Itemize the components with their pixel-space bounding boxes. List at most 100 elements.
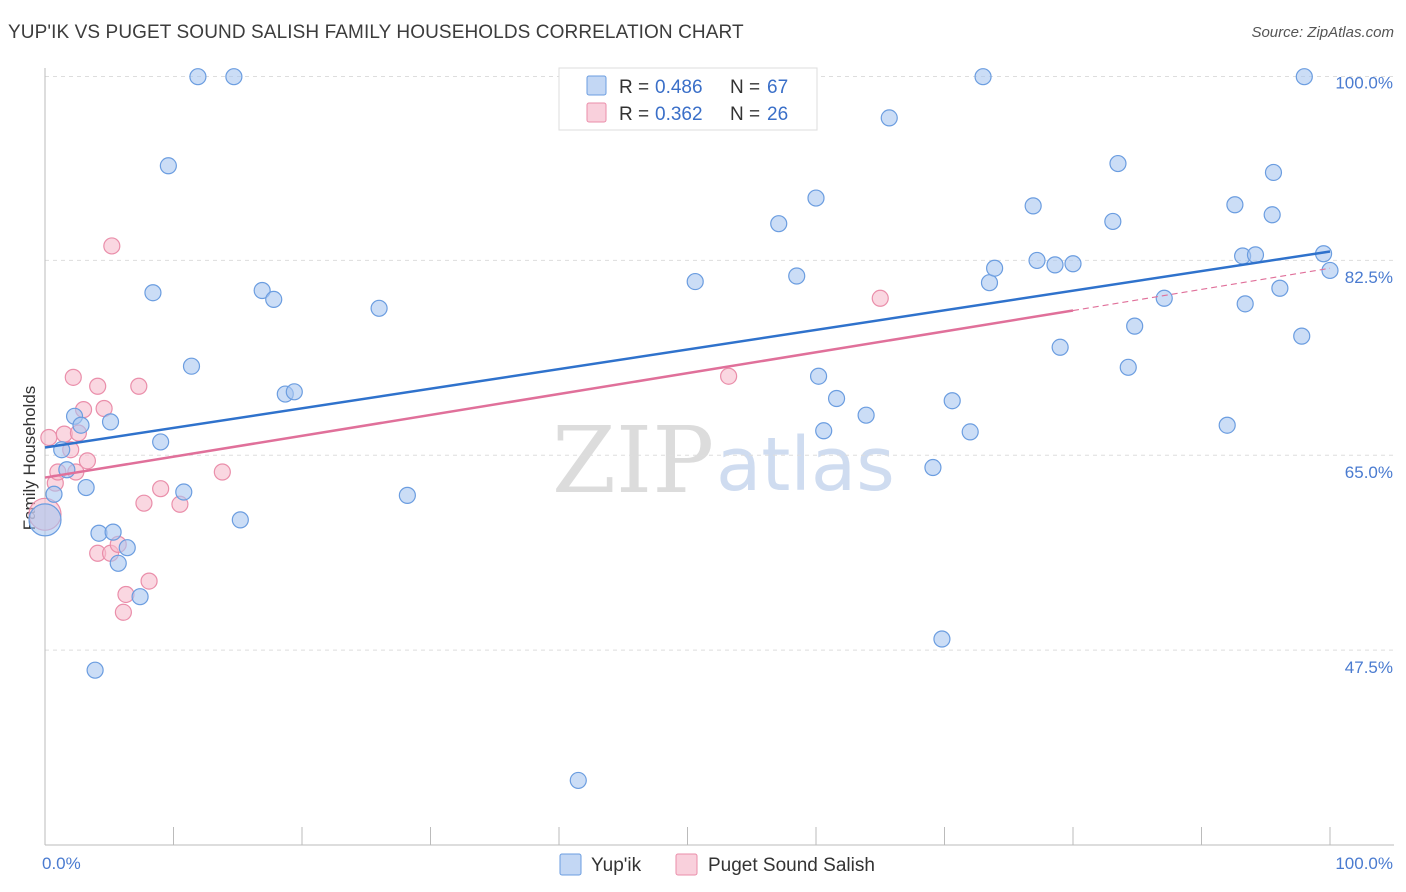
puget-point-18 (117, 585, 135, 604)
watermark-atlas: atlas (716, 422, 895, 508)
yupik-point-5 (72, 416, 90, 434)
yupik-point-66 (1321, 261, 1339, 280)
puget-point-11 (89, 377, 107, 395)
legend-r-value-puget: 0.362 (655, 104, 703, 125)
yupik-point-56 (1226, 196, 1244, 214)
yupik-point-7 (86, 661, 104, 679)
yupik-point-41 (961, 423, 979, 441)
yupik-point-19 (189, 68, 207, 86)
yupik-point-0 (28, 503, 62, 537)
yupik-point-35 (827, 389, 846, 408)
yupik-point-44 (986, 259, 1004, 277)
puget-point-10 (78, 452, 97, 470)
yupik-point-23 (265, 290, 283, 308)
y-tick-label-2: 65.0% (1345, 463, 1393, 482)
yupik-point-16 (159, 157, 177, 175)
yupik-point-32 (807, 189, 825, 207)
legend-n-label-puget: N = (730, 104, 760, 125)
yupik-point-48 (1051, 338, 1069, 356)
yupik-point-62 (1271, 279, 1289, 297)
yupik-point-47 (1046, 256, 1064, 274)
yupik-point-21 (231, 511, 249, 529)
yupik-point-20 (225, 68, 243, 86)
yupik-point-8 (90, 524, 108, 542)
bottom-legend-label-puget-sound-salish: Puget Sound Salish (708, 855, 875, 876)
yupik-point-10 (104, 523, 122, 541)
legend-n-value-puget: 26 (767, 104, 788, 125)
yupik-point-38 (924, 458, 942, 477)
chart-title: YUP'IK VS PUGET SOUND SALISH FAMILY HOUS… (8, 22, 744, 43)
x-tick-label-1: 100.0% (1335, 854, 1393, 873)
yupik-point-11 (109, 554, 127, 572)
yupik-point-45 (1024, 197, 1042, 215)
yupik-point-64 (1295, 68, 1313, 86)
trend-lines (44, 250, 1331, 479)
trend-line-puget-sound-salish (44, 309, 1074, 479)
axes (44, 68, 1394, 846)
yupik-point-37 (880, 109, 898, 127)
y-tick-label-3: 47.5% (1345, 658, 1393, 677)
yupik-point-28 (569, 771, 587, 790)
puget-point-6 (64, 368, 82, 386)
series-yupik (28, 68, 1339, 790)
puget-point-24 (213, 463, 231, 481)
yupik-point-54 (1155, 289, 1173, 307)
yupik-point-49 (1064, 255, 1082, 273)
legend-swatch-yupik (586, 75, 607, 96)
yupik-point-22 (253, 281, 271, 300)
y-tick-label-0: 100.0% (1335, 73, 1393, 92)
legend-n-value-yupik: 67 (767, 77, 788, 98)
yupik-point-9 (101, 413, 120, 431)
yupik-point-1 (45, 485, 63, 503)
legend-swatch-puget-sound-salish (586, 102, 607, 123)
yupik-point-25 (285, 383, 303, 401)
yupik-point-26 (370, 299, 388, 317)
yupik-point-39 (933, 630, 951, 648)
yupik-point-53 (1126, 317, 1144, 335)
puget-point-1 (40, 428, 58, 447)
puget-point-17 (114, 603, 132, 621)
yupik-point-61 (1264, 163, 1283, 182)
yupik-point-52 (1119, 358, 1137, 376)
legend-n-label-yupik: N = (730, 77, 760, 98)
gridlines (45, 76, 1394, 651)
yupik-point-51 (1109, 154, 1127, 173)
puget-point-4 (55, 425, 73, 443)
yupik-point-40 (943, 392, 961, 410)
yupik-point-13 (131, 588, 149, 606)
legend-r-value-yupik: 0.486 (655, 77, 703, 98)
yupik-point-31 (788, 267, 806, 285)
puget-point-19 (130, 377, 148, 395)
yupik-point-36 (857, 406, 875, 424)
yupik-point-17 (175, 483, 193, 501)
trend-line-yupik (44, 250, 1331, 449)
y-axis-title: Family Households (20, 386, 39, 531)
yupik-point-58 (1236, 295, 1254, 313)
yupik-point-27 (398, 486, 416, 504)
yupik-point-43 (980, 274, 999, 292)
yupik-point-59 (1246, 246, 1265, 264)
yupik-point-6 (77, 478, 95, 497)
puget-point-25 (720, 367, 738, 385)
watermark: ZIP atlas (552, 407, 895, 514)
yupik-point-14 (144, 284, 162, 302)
bottom-legend-label-yupik: Yup'ik (591, 855, 642, 876)
yupik-point-18 (182, 357, 201, 375)
yupik-point-12 (118, 539, 136, 557)
yupik-point-60 (1263, 206, 1281, 224)
yupik-point-46 (1028, 251, 1046, 270)
y-tick-labels: 100.0% 82.5% 65.0% 47.5% (1335, 73, 1393, 677)
yupik-point-50 (1104, 212, 1122, 231)
stats-legend: R = 0.486 N = 67 R = 0.362 N = 26 (558, 67, 818, 131)
yupik-point-30 (770, 215, 788, 233)
series-legend: Yup'ik Puget Sound Salish (559, 853, 875, 876)
trend-line-puget-sound-salish-extension (1072, 267, 1331, 312)
yupik-point-42 (974, 68, 992, 86)
legend-r-label-puget: R = (619, 104, 649, 125)
yupik-point-55 (1218, 416, 1236, 434)
puget-point-15 (103, 237, 121, 255)
puget-point-26 (871, 289, 889, 307)
x-tick-label-0: 0.0% (42, 854, 81, 873)
yupik-point-33 (809, 367, 828, 385)
